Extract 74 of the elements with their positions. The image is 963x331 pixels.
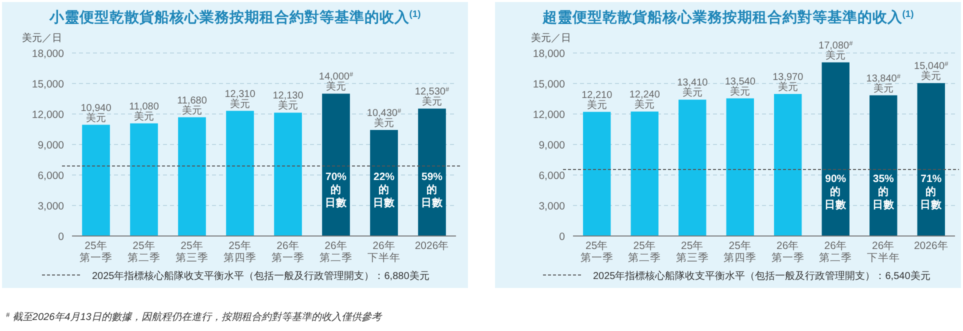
x-tick-label: 26年第二季: [320, 240, 352, 264]
bar: [130, 123, 158, 236]
data-label: 12,310美元: [224, 88, 256, 110]
bar: [274, 112, 302, 236]
x-tick-label: 26年第一季: [771, 240, 804, 264]
bar: [726, 98, 754, 236]
legend-label: 2025年指標核心船隊收支平衡水平（包括一般及行政管理開支）：6,540美元: [593, 270, 930, 282]
x-tick-label: 26年下半年: [866, 240, 900, 264]
bar: [917, 83, 945, 236]
annotation: 90%的日數: [824, 172, 848, 211]
bar: [822, 62, 850, 236]
data-label: 10,430$^{#}$美元: [366, 107, 402, 129]
y-tick-label: 18,000: [32, 48, 64, 60]
x-tick-label: 26年下半年: [368, 240, 400, 264]
bar: [322, 94, 350, 236]
bar: [630, 112, 658, 236]
y-tick-label: 18,000: [532, 48, 566, 60]
x-tick-label: 25年第四季: [224, 240, 256, 264]
y-axis-title: 美元／日: [531, 32, 571, 44]
data-label: 13,540美元: [724, 76, 756, 98]
y-axis-title: 美元／日: [22, 32, 62, 44]
x-tick-label: 25年第三季: [676, 240, 709, 264]
annotation: 59%的日數: [421, 171, 444, 210]
bar: [178, 117, 206, 236]
text: $^{#}$ 截至2026年4月13日的數據，因航程仍在進行，按期租合約對等基準的收入僅供參考: [6, 311, 382, 323]
bar: [774, 94, 802, 236]
data-label: 12,130美元: [272, 90, 304, 112]
data-label: 11,080美元: [129, 101, 160, 122]
x-tick-label: 26年第一季: [272, 240, 304, 264]
x-tick-label: 25年第一季: [580, 240, 614, 264]
legend-label: 2025年指標核心船隊收支平衡水平（包括一般及行政管理開支）：6,880美元: [92, 270, 430, 282]
y-tick-label: 3,000: [38, 200, 64, 212]
data-label: 13,410美元: [677, 78, 708, 99]
x-tick-label: 2026年: [414, 240, 450, 252]
data-label: 13,970美元: [772, 72, 804, 93]
y-tick-label: 0: [58, 231, 64, 243]
chart-title: 小靈便型乾散貨船核心業務按期租合約對等基準的收入$^{(1)}$: [48, 8, 421, 26]
bar: [870, 95, 898, 236]
x-tick-label: 25年第三季: [176, 240, 208, 264]
y-tick-label: 12,000: [532, 109, 566, 121]
annotation: 71%的日數: [920, 172, 944, 211]
data-label: 10,940美元: [80, 102, 112, 124]
y-tick-label: 9,000: [538, 140, 566, 152]
annotation: 70%的日數: [325, 171, 348, 210]
data-label: 11,680美元: [177, 95, 208, 116]
bar: [678, 100, 706, 236]
y-tick-label: 9,000: [38, 140, 64, 152]
bar: [226, 110, 254, 236]
bar: [583, 112, 611, 236]
x-tick-label: 25年第二季: [128, 240, 160, 264]
y-tick-label: 6,000: [538, 170, 566, 182]
y-tick-label: 15,000: [32, 78, 64, 90]
x-tick-label: 25年第四季: [724, 240, 757, 264]
bar: [418, 108, 446, 236]
x-tick-label: 2026年: [914, 240, 948, 252]
annotation: 22%的日數: [373, 171, 396, 210]
data-label: 12,210美元: [582, 90, 613, 111]
data-label: 12,240美元: [629, 90, 660, 111]
chart-title: 超靈便型乾散貨船核心業務按期租合約對等基準的收入$^{(1)}$: [541, 8, 914, 26]
y-tick-label: 12,000: [32, 109, 64, 121]
y-tick-label: 6,000: [38, 170, 64, 182]
x-tick-label: 25年第二季: [628, 240, 662, 264]
bar: [82, 124, 110, 236]
y-tick-label: 15,000: [532, 78, 566, 90]
annotation: 35%的日數: [872, 172, 896, 211]
data-label: 15,040$^{#}$美元: [914, 60, 949, 82]
data-label: 12,530$^{#}$美元: [414, 86, 450, 108]
data-label: 13,840$^{#}$美元: [866, 72, 901, 94]
x-tick-label: 25年第一季: [80, 240, 112, 264]
data-label: 14,000$^{#}$美元: [318, 71, 354, 93]
y-tick-label: 3,000: [538, 200, 566, 212]
y-tick-label: 0: [559, 231, 566, 243]
data-label: 17,080$^{#}$美元: [818, 40, 854, 62]
x-tick-label: 26年第二季: [819, 240, 852, 264]
